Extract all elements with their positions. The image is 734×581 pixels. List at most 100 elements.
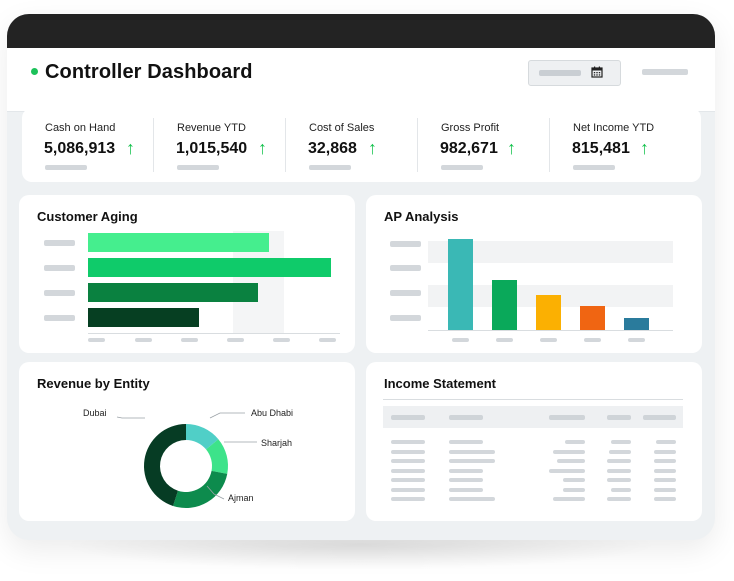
kpi-label: Cash on Hand	[45, 122, 116, 134]
user-menu-placeholder[interactable]	[642, 69, 688, 75]
leader-line	[116, 416, 145, 419]
table-header-cell	[607, 415, 631, 420]
trend-up-icon: ↑	[640, 138, 649, 158]
table-cell	[656, 440, 676, 444]
income-statement-panel: Income Statement	[366, 362, 702, 521]
trend-up-icon: ↑	[507, 138, 516, 158]
kpi-net-income-ytd[interactable]: Net Income YTD 815,481 ↑	[550, 108, 682, 182]
table-cell	[607, 497, 631, 501]
tick-placeholder	[319, 338, 336, 342]
chart-band	[428, 241, 673, 263]
tick-placeholder	[540, 338, 557, 342]
calendar-icon[interactable]	[591, 66, 603, 81]
tick-placeholder	[452, 338, 469, 342]
table-cell	[565, 440, 585, 444]
table-cell	[607, 459, 631, 463]
table-header-cell	[643, 415, 676, 420]
table-cell	[607, 478, 631, 482]
kpi-value: 982,671	[440, 140, 498, 157]
donut-slice-abu-dhabi[interactable]	[186, 424, 219, 450]
kpi-label: Gross Profit	[441, 122, 500, 134]
ap-bar-5[interactable]	[624, 318, 649, 330]
tick-placeholder	[628, 338, 645, 342]
table-cell	[449, 497, 495, 501]
axis-label-placeholder	[390, 290, 421, 296]
tick-placeholder	[273, 338, 290, 342]
table-header-cell	[549, 415, 585, 420]
axis-label-placeholder	[390, 241, 421, 247]
panel-title: Revenue by Entity	[37, 376, 150, 391]
table-header-cell	[391, 415, 425, 420]
revenue-by-entity-panel: Revenue by Entity Dubai Abu Dhabi Sharja…	[19, 362, 355, 521]
table-cell	[449, 487, 483, 492]
ap-bar-3[interactable]	[536, 295, 561, 330]
aging-bar-1[interactable]	[88, 233, 269, 252]
table-cell	[553, 449, 585, 454]
table-header	[383, 406, 683, 428]
leader-line	[206, 485, 225, 500]
ap-bar-2[interactable]	[492, 280, 517, 330]
tick-placeholder	[227, 338, 244, 342]
window-top-bar	[7, 14, 715, 48]
table-cell	[391, 440, 425, 444]
table-cell	[654, 449, 676, 454]
status-dot-icon	[31, 68, 38, 75]
dashboard-window: Controller Dashboard Cash on Hand 5,086,…	[7, 14, 715, 540]
header: Controller Dashboard	[7, 48, 715, 112]
tick-placeholder	[496, 338, 513, 342]
customer-aging-panel: Customer Aging	[19, 195, 355, 353]
aging-bar-2[interactable]	[88, 258, 331, 277]
kpi-value: 5,086,913	[44, 140, 116, 157]
table-cell	[611, 487, 631, 492]
table-cell	[449, 478, 483, 482]
donut-slice-dubai[interactable]	[144, 424, 186, 506]
ap-bar-4[interactable]	[580, 306, 605, 330]
kpi-cost-of-sales[interactable]: Cost of Sales 32,868 ↑	[286, 108, 418, 182]
table-cell	[391, 459, 425, 463]
tick-placeholder	[584, 338, 601, 342]
divider	[285, 118, 286, 172]
table-cell	[654, 497, 676, 501]
kpi-cash-on-hand[interactable]: Cash on Hand 5,086,913 ↑	[22, 108, 154, 182]
table-cell	[449, 449, 495, 454]
date-picker[interactable]	[528, 60, 621, 86]
kpi-strip: Cash on Hand 5,086,913 ↑ Revenue YTD 1,0…	[22, 108, 701, 182]
table-cell	[557, 459, 585, 463]
donut-slice-sharjah[interactable]	[206, 439, 228, 474]
divider	[417, 118, 418, 172]
ap-bar-1[interactable]	[448, 239, 473, 330]
axis-label-placeholder	[44, 240, 75, 246]
trend-up-icon: ↑	[258, 138, 267, 158]
divider	[153, 118, 154, 172]
donut-chart	[116, 412, 257, 508]
kpi-value: 32,868	[308, 140, 357, 157]
table-cell	[563, 478, 585, 482]
aging-bar-3[interactable]	[88, 283, 258, 302]
table-cell	[391, 478, 425, 482]
table-cell	[549, 468, 585, 473]
tick-placeholder	[88, 338, 105, 342]
kpi-revenue-ytd[interactable]: Revenue YTD 1,015,540 ↑	[154, 108, 286, 182]
kpi-label: Net Income YTD	[573, 122, 655, 134]
table-cell	[391, 449, 425, 454]
table-cell	[391, 468, 425, 473]
kpi-sub-line	[441, 165, 483, 170]
aging-bar-4[interactable]	[88, 308, 199, 327]
x-axis	[88, 333, 340, 334]
kpi-sub-line	[573, 165, 615, 170]
donut-label: Sharjah	[261, 438, 293, 448]
table-cell	[654, 487, 676, 492]
axis-label-placeholder	[390, 265, 421, 271]
donut-slice-ajman[interactable]	[173, 470, 228, 508]
table-cell	[449, 440, 483, 444]
axis-label-placeholder	[44, 265, 75, 271]
trend-up-icon: ↑	[368, 138, 377, 158]
kpi-value: 815,481	[572, 140, 630, 157]
table-cell	[654, 459, 676, 463]
kpi-value: 1,015,540	[176, 140, 248, 157]
table-header-cell	[449, 415, 483, 420]
kpi-label: Cost of Sales	[309, 122, 375, 134]
donut-label: Dubai	[83, 408, 107, 418]
page-title: Controller Dashboard	[45, 61, 253, 83]
kpi-gross-profit[interactable]: Gross Profit 982,671 ↑	[418, 108, 550, 182]
